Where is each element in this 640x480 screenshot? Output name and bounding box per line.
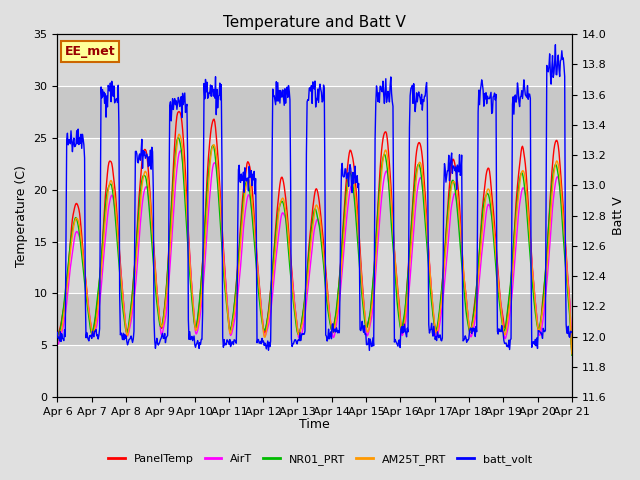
Y-axis label: Temperature (C): Temperature (C)	[15, 165, 28, 266]
Bar	[58, 138, 572, 190]
Bar	[58, 293, 572, 346]
Bar	[58, 241, 572, 293]
Legend: PanelTemp, AirT, NR01_PRT, AM25T_PRT, batt_volt: PanelTemp, AirT, NR01_PRT, AM25T_PRT, ba…	[104, 450, 536, 469]
X-axis label: Time: Time	[300, 419, 330, 432]
Bar	[58, 346, 572, 397]
Bar	[58, 86, 572, 138]
Title: Temperature and Batt V: Temperature and Batt V	[223, 15, 406, 30]
Bar	[58, 34, 572, 86]
Text: EE_met: EE_met	[65, 45, 116, 58]
Bar	[58, 190, 572, 241]
Y-axis label: Batt V: Batt V	[612, 196, 625, 235]
